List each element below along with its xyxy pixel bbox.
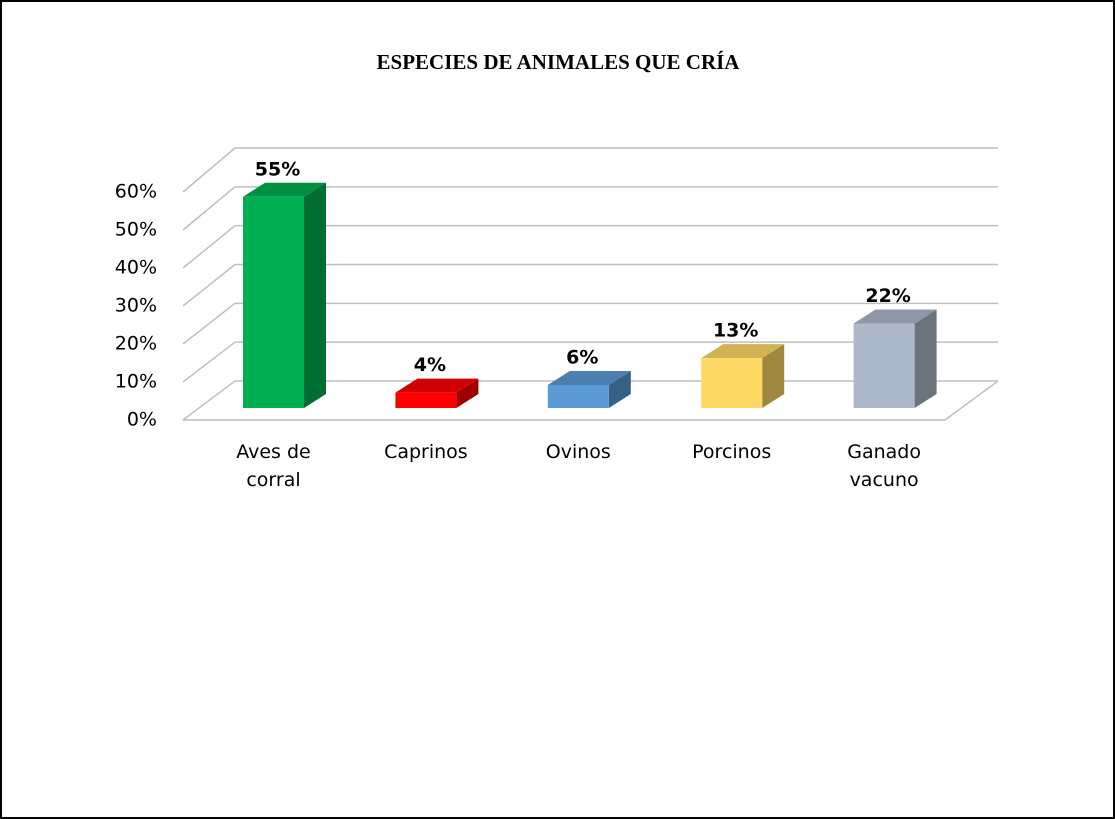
side-grid-line	[182, 225, 236, 269]
y-tick-label: 20%	[115, 333, 157, 355]
bar-top	[547, 370, 631, 385]
side-grid-line	[182, 263, 236, 307]
bar-top	[395, 378, 479, 393]
bar-side	[914, 309, 937, 408]
x-tick-label: Aves de corral	[236, 441, 311, 491]
side-grid-line	[182, 302, 236, 345]
data-label: 6%	[566, 346, 598, 368]
y-tick-label: 0%	[127, 409, 157, 431]
side-grid-line	[182, 186, 236, 231]
bar-side	[456, 378, 479, 408]
x-tick-label: Porcinos	[692, 441, 772, 463]
side-grid-line	[182, 147, 236, 193]
x-tick-label: Ganado vacuno	[847, 441, 921, 491]
side-grid-line	[182, 341, 236, 383]
bar-top	[853, 309, 937, 324]
y-tick-label: 30%	[115, 295, 157, 317]
bar-side	[608, 370, 631, 408]
bar	[547, 384, 609, 408]
side-grid-line	[182, 380, 236, 421]
bar	[853, 323, 915, 408]
bar-side	[304, 182, 326, 408]
data-label: 55%	[255, 158, 300, 180]
bar	[243, 196, 304, 408]
floor-right	[944, 380, 999, 421]
y-tick-label: 50%	[115, 219, 157, 241]
y-tick-label: 40%	[115, 257, 157, 279]
y-tick-label: 10%	[115, 371, 157, 393]
bar	[701, 358, 763, 408]
bar-top	[701, 344, 785, 359]
data-label: 13%	[713, 320, 758, 342]
y-tick-label: 60%	[115, 181, 157, 203]
bar-top	[243, 182, 326, 197]
bar-side	[762, 344, 785, 408]
x-tick-label: Ovinos	[545, 441, 611, 463]
x-tick-label: Caprinos	[384, 441, 468, 463]
bar	[395, 392, 457, 408]
data-label: 22%	[865, 285, 910, 307]
data-label: 4%	[414, 354, 446, 376]
chart-title: ESPECIES DE ANIMALES QUE CRÍA	[377, 50, 741, 74]
